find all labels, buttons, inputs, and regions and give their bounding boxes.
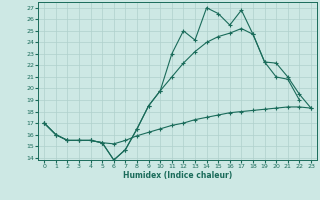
- X-axis label: Humidex (Indice chaleur): Humidex (Indice chaleur): [123, 171, 232, 180]
